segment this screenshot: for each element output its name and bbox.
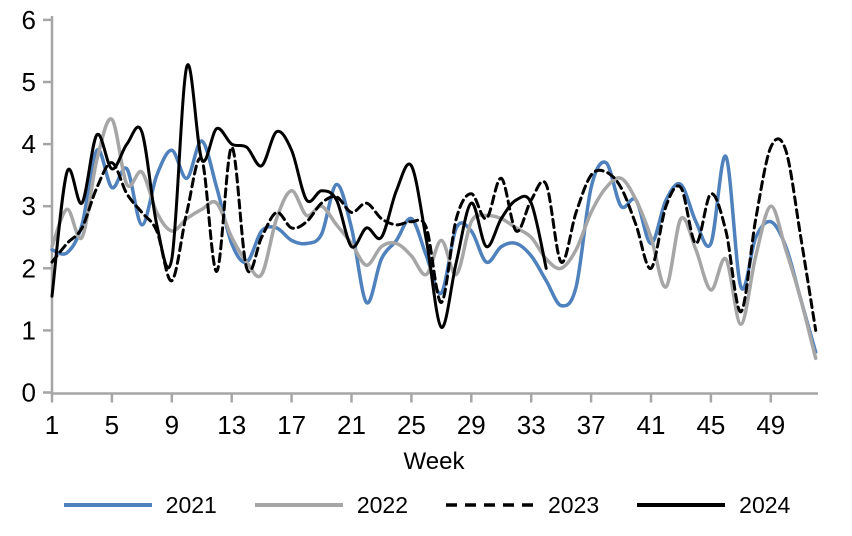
series-line-2021 (50, 139, 818, 354)
legend-line-sample-2023 (446, 503, 534, 507)
x-axis-title: Week (403, 448, 465, 475)
x-tick-label: 41 (637, 410, 666, 440)
legend-item-2024: 2024 (635, 490, 790, 520)
y-tick-label: 4 (22, 129, 36, 159)
x-tick-label: 37 (577, 410, 606, 440)
legend-label-2023: 2023 (548, 492, 600, 518)
legend-item-2023: 2023 (444, 490, 599, 520)
legend-item-2022: 2022 (253, 490, 408, 520)
x-tick-label: 49 (756, 410, 785, 440)
y-tick-label: 6 (22, 5, 36, 35)
y-tick-label: 5 (22, 67, 36, 97)
legend-line-sample-2021 (63, 503, 152, 507)
legend-label-2024: 2024 (739, 492, 791, 518)
y-tick-label: 3 (22, 191, 36, 221)
x-tick-label: 9 (165, 410, 179, 440)
legend: 2021 2022 2023 2024 (0, 490, 852, 520)
y-tick-label: 0 (22, 378, 36, 408)
legend-line-sample-2022 (254, 503, 343, 507)
x-tick-label: 13 (217, 410, 246, 440)
legend-line-sample-2024 (637, 503, 726, 507)
series-line-2024 (50, 63, 548, 329)
x-tick-label: 29 (457, 410, 486, 440)
x-tick-label: 21 (337, 410, 366, 440)
x-tick-label: 33 (517, 410, 546, 440)
x-tick-label: 1 (45, 410, 59, 440)
legend-label-2021: 2021 (165, 492, 217, 518)
series-line-2023 (50, 137, 818, 332)
x-tick-label: 45 (696, 410, 725, 440)
y-tick-label: 1 (22, 315, 36, 345)
y-tick-label: 2 (22, 253, 36, 283)
x-tick-label: 5 (105, 410, 119, 440)
legend-label-2022: 2022 (356, 492, 408, 518)
series-line-2022 (50, 117, 818, 361)
legend-item-2021: 2021 (62, 490, 217, 520)
x-tick-label: 25 (397, 410, 426, 440)
x-tick-label: 17 (277, 410, 306, 440)
